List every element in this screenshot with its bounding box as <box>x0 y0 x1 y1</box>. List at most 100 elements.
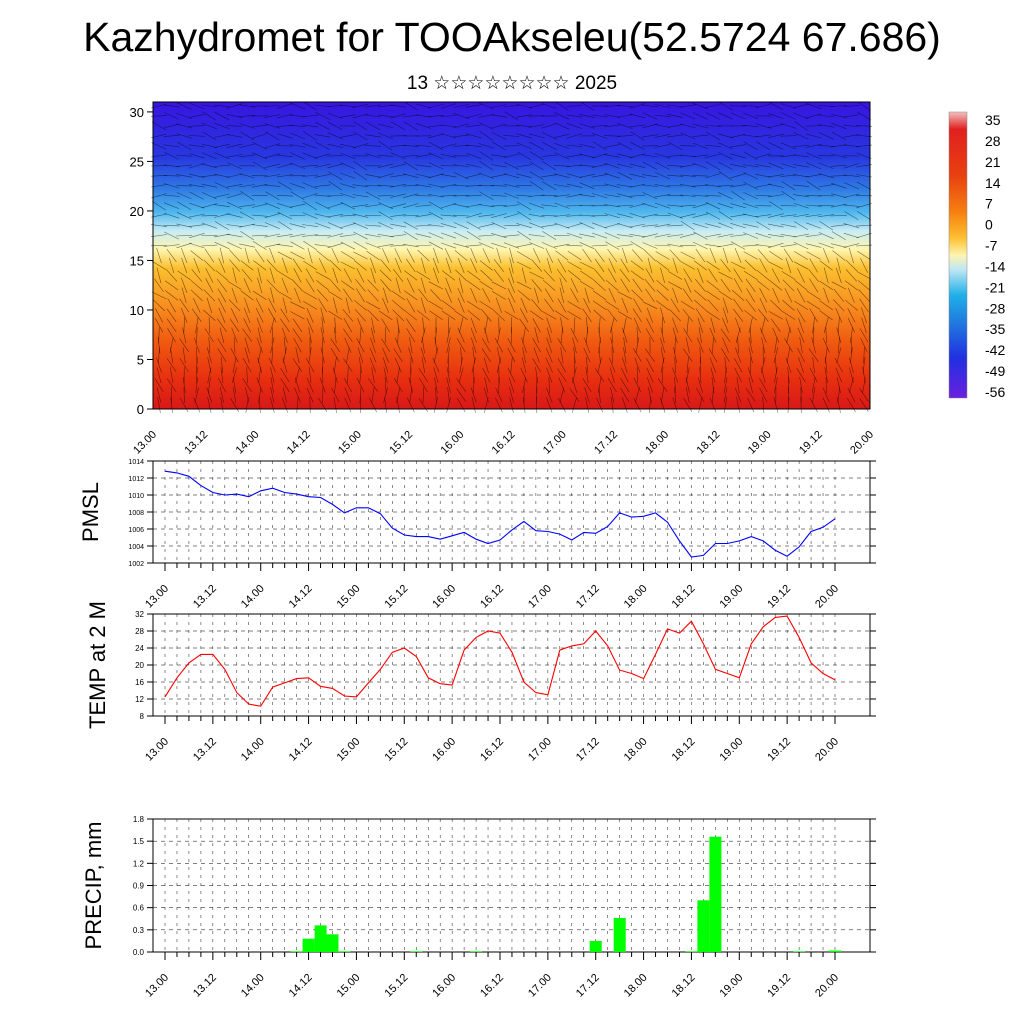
wind-vector <box>327 105 344 107</box>
wind-vector <box>176 174 193 178</box>
temp-y-tick-label: 12 <box>135 695 144 704</box>
wind-vector <box>204 248 215 263</box>
wind-vector <box>722 247 729 264</box>
wind-vector <box>793 202 809 209</box>
wind-vector <box>785 317 792 333</box>
wind-vector <box>490 194 507 197</box>
wind-vector <box>315 141 330 150</box>
wind-vector <box>654 133 671 138</box>
wind-vector <box>404 270 418 281</box>
wind-vector <box>806 152 822 160</box>
wind-vector <box>163 104 180 108</box>
wind-vector <box>818 124 835 128</box>
wind-vector <box>761 357 766 373</box>
wind-vector <box>610 397 614 413</box>
wind-vector <box>822 397 830 413</box>
wind-vector <box>315 271 330 280</box>
wind-vector <box>849 357 854 373</box>
wind-vector <box>503 135 520 137</box>
wind-vector <box>188 114 205 118</box>
wind-vector <box>607 268 617 283</box>
wind-vector <box>594 368 605 382</box>
wind-vector <box>604 105 621 107</box>
wind-vector <box>573 357 575 374</box>
wind-vector <box>667 234 684 237</box>
wind-vector <box>631 289 644 302</box>
wind-vector <box>856 134 872 138</box>
wind-vector <box>743 172 759 180</box>
wind-vector <box>370 267 376 284</box>
wind-vector <box>188 173 205 178</box>
wind-vector <box>176 242 192 249</box>
wind-vector <box>252 161 267 171</box>
wind-vector <box>330 338 341 352</box>
wind-vector <box>794 280 808 291</box>
wind-vector <box>745 278 756 293</box>
wind-vector <box>742 244 759 247</box>
wind-vector <box>217 288 227 303</box>
wind-vector <box>843 114 860 118</box>
wind-vector <box>244 247 250 264</box>
wind-vector <box>557 298 567 313</box>
wind-vector <box>836 377 841 393</box>
wind-vector <box>799 337 803 354</box>
wind-vector <box>194 387 199 403</box>
wind-vector <box>633 298 642 313</box>
wind-vector <box>368 378 378 392</box>
wind-vector <box>699 347 702 364</box>
wind-vector <box>831 131 846 141</box>
wind-vector <box>339 134 356 138</box>
heatmap-x-tick-label: 15.12 <box>387 429 415 457</box>
wind-vector <box>861 317 867 333</box>
wind-vector <box>768 123 784 129</box>
wind-vector <box>706 280 720 291</box>
wind-vector <box>558 377 566 393</box>
wind-vector <box>491 222 507 230</box>
wind-vector <box>202 111 217 121</box>
wind-vector <box>232 357 237 374</box>
wind-vector <box>775 357 777 374</box>
precip-x-tick-label: 18.12 <box>670 972 698 1000</box>
wind-vector <box>339 114 356 118</box>
wind-vector <box>516 103 532 109</box>
wind-vector <box>365 104 381 108</box>
wind-vector <box>836 347 842 363</box>
wind-vector <box>529 271 545 280</box>
wind-vector <box>593 309 606 321</box>
wind-vector <box>560 317 564 334</box>
wind-vector <box>767 174 784 178</box>
wind-vector <box>794 251 809 260</box>
temp-x-tick-label: 16.12 <box>478 736 506 764</box>
pmsl-x-tick-label: 14.12 <box>287 583 315 611</box>
wind-vector <box>478 122 494 130</box>
wind-vector <box>583 347 591 363</box>
wind-vector <box>672 287 679 304</box>
wind-vector <box>859 298 869 313</box>
wind-vector <box>722 317 729 333</box>
wind-vector <box>648 387 652 403</box>
wind-vector <box>609 357 616 373</box>
wind-vector <box>151 154 167 158</box>
wind-vector <box>798 357 804 373</box>
wind-vector <box>642 161 658 170</box>
wind-vector <box>843 174 860 177</box>
wind-vector <box>692 103 709 109</box>
wind-vector <box>823 317 829 334</box>
wind-vector <box>303 260 317 271</box>
wind-vector <box>193 397 201 413</box>
wind-vector <box>365 114 382 118</box>
wind-vector <box>334 377 337 394</box>
wind-vector <box>692 185 709 187</box>
wind-vector <box>294 387 301 403</box>
wind-vector <box>193 297 201 313</box>
wind-vector <box>466 213 482 219</box>
wind-vector <box>332 267 339 284</box>
wind-vector <box>843 243 860 248</box>
wind-vector <box>440 153 457 158</box>
wind-vector <box>780 214 797 217</box>
wind-vector <box>402 145 419 147</box>
wind-vector <box>226 224 243 227</box>
wind-vector <box>201 104 218 108</box>
wind-vector <box>622 247 628 264</box>
